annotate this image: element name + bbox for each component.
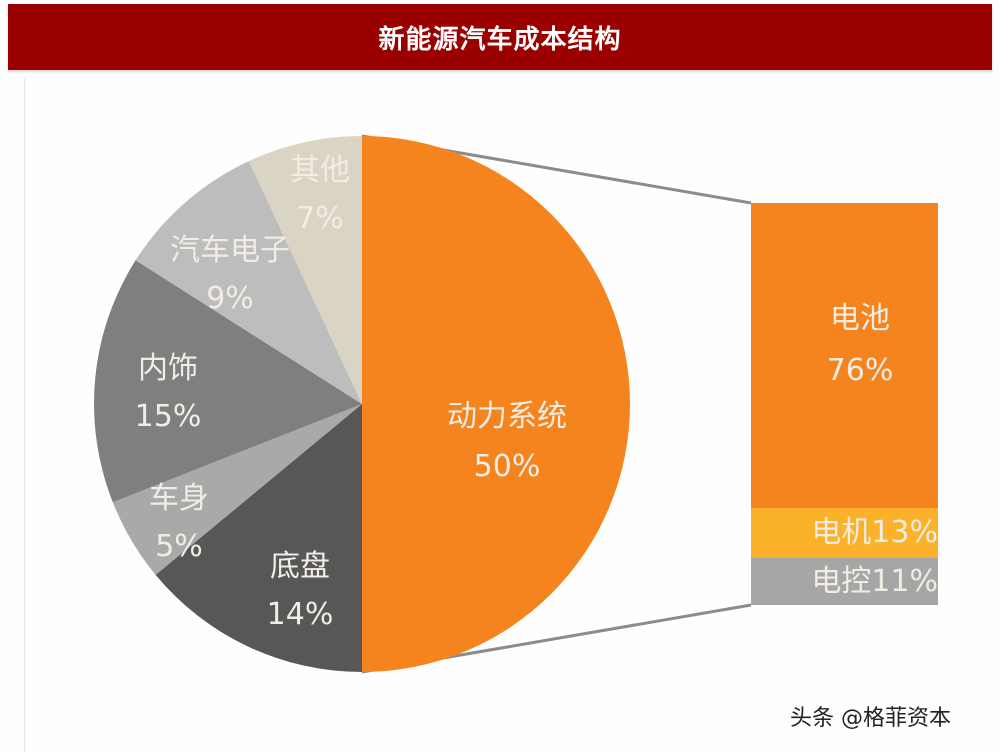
- label-name: 其他: [290, 153, 350, 188]
- chart-title-bar: 新能源汽车成本结构: [8, 4, 992, 70]
- label-control: 电控11%: [811, 564, 938, 599]
- label-motor: 电机13%: [811, 515, 938, 550]
- bar-segment-battery: [751, 203, 938, 508]
- slice-chassis: [155, 404, 362, 672]
- label-name: 动力系统: [447, 399, 567, 434]
- label-power-system: 动力系统 50%: [432, 398, 582, 486]
- label-battery: 电池 76%: [800, 300, 920, 390]
- label-pct: 14%: [266, 597, 334, 632]
- label-interior: 内饰 15%: [118, 350, 218, 436]
- label-pct: 5%: [155, 529, 203, 564]
- watermark: 头条 @格菲资本: [790, 706, 951, 731]
- label-name: 汽车电子: [170, 233, 290, 268]
- slice-body: [112, 404, 362, 575]
- label-body: 车身 5%: [134, 480, 224, 566]
- label-pct: 7%: [296, 201, 344, 236]
- chart-title: 新能源汽车成本结构: [378, 24, 622, 55]
- label-other: 其他 7%: [280, 152, 360, 238]
- label-name: 电池: [830, 301, 890, 336]
- label-name: 底盘: [270, 549, 330, 584]
- bar-segment-control: [751, 558, 938, 605]
- label-pct: 50%: [473, 449, 541, 484]
- slice-power-system: [362, 136, 630, 672]
- label-name: 内饰: [138, 351, 198, 386]
- label-name: 车身: [149, 481, 209, 516]
- label-pct: 9%: [206, 281, 254, 316]
- bar-segment-motor: [751, 508, 938, 558]
- label-pct: 15%: [134, 399, 202, 434]
- label-pct: 76%: [826, 353, 894, 388]
- label-auto-electronics: 汽车电子 9%: [155, 232, 305, 318]
- slice-other: [248, 136, 362, 404]
- label-chassis: 底盘 14%: [250, 548, 350, 634]
- slice-auto-electronics: [135, 161, 362, 404]
- slice-interior: [94, 260, 362, 503]
